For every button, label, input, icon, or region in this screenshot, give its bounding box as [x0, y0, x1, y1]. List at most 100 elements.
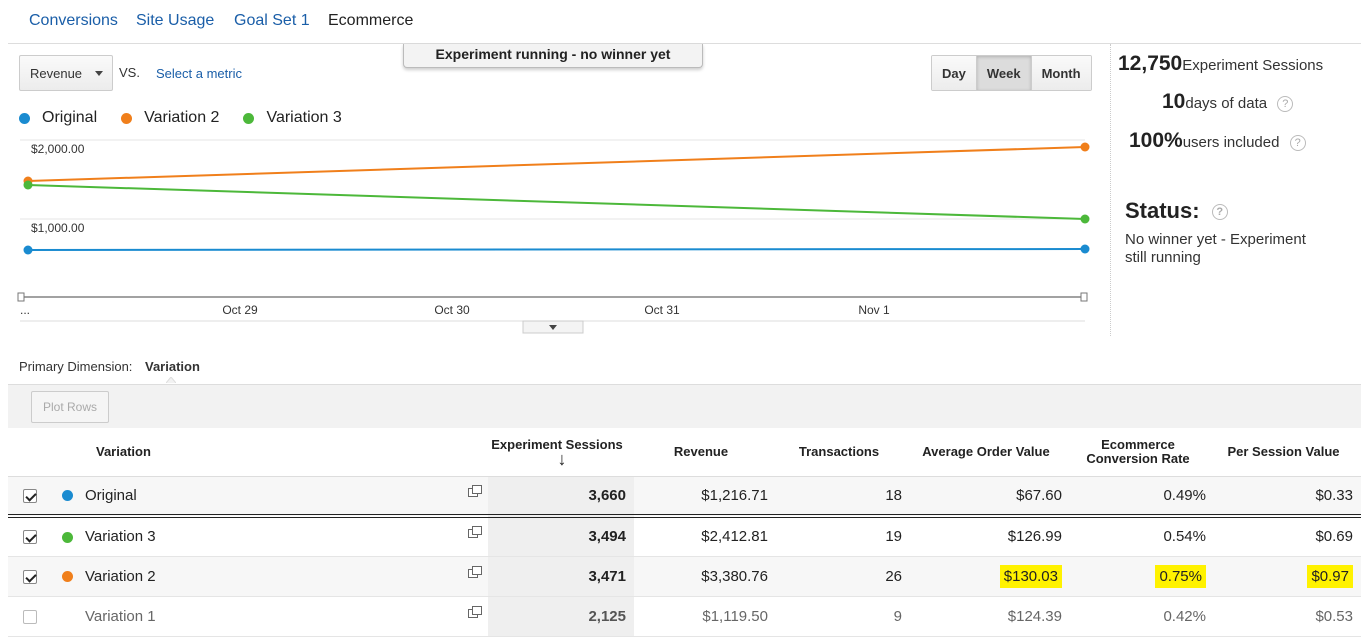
cell-ecr: 0.75%: [1070, 556, 1214, 597]
experiment-stats-panel: 12,750Experiment Sessions 10days of data…: [1110, 44, 1361, 336]
row-checkbox[interactable]: [23, 488, 37, 503]
header-variation[interactable]: Variation: [52, 428, 488, 477]
series-line: [27, 184, 1086, 220]
header-sessions[interactable]: Experiment Sessions ↓: [488, 428, 634, 477]
help-icon[interactable]: ?: [1289, 135, 1306, 152]
cell-transactions: 19: [776, 516, 910, 557]
plot-rows-button[interactable]: Plot Rows: [31, 391, 109, 423]
y-tick-label: $1,000.00: [31, 221, 85, 235]
sessions-count: 12,750: [1118, 52, 1183, 75]
users-percent: 100%: [1129, 129, 1183, 152]
x-tick-label: Nov 1: [858, 303, 890, 317]
variation-name: Variation 2: [85, 567, 156, 585]
users-stat: 100%users included ?: [1129, 129, 1306, 153]
metric-dropdown[interactable]: Revenue: [19, 55, 113, 91]
variation-name: Variation 3: [85, 528, 156, 546]
y-tick-label: $2,000.00: [31, 142, 85, 156]
cell-revenue: $1,216.71: [634, 476, 776, 518]
experiment-status-banner: Experiment running - no winner yet: [403, 44, 703, 68]
series-dot-icon: [62, 571, 73, 583]
data-point[interactable]: [1080, 142, 1090, 152]
period-day-button[interactable]: Day: [932, 56, 977, 90]
header-ecommerce-conversion-rate[interactable]: Ecommerce Conversion Rate: [1070, 428, 1214, 477]
cell-aov: $67.60: [910, 476, 1070, 518]
cell-ecr: 0.54%: [1070, 516, 1214, 557]
highlighted-value: 0.75%: [1155, 564, 1206, 588]
variations-table: Variation Experiment Sessions ↓ Revenue …: [8, 428, 1361, 637]
series-line: [27, 248, 1086, 251]
sessions-label: Experiment Sessions: [1182, 57, 1324, 74]
cell-transactions: 26: [776, 556, 910, 597]
x-tick-label: ...: [20, 303, 30, 317]
tab-site-usage[interactable]: Site Usage: [136, 12, 215, 29]
header-average-order-value[interactable]: Average Order Value: [910, 428, 1070, 477]
cell-ecr: 0.42%: [1070, 596, 1214, 637]
popout-icon[interactable]: [468, 605, 482, 618]
popout-icon[interactable]: [468, 526, 482, 539]
variation-name: Original: [85, 486, 137, 504]
table-row: Variation 2 3,471 $3,380.76 26 $130.03 0…: [8, 556, 1361, 597]
legend-item-variation-3: Variation 3: [243, 109, 342, 127]
days-stat: 10days of data ?: [1162, 90, 1294, 114]
series-dot-icon: [62, 531, 73, 543]
cell-aov: $124.39: [910, 596, 1070, 637]
days-count: 10: [1162, 90, 1186, 113]
line-chart: $2,000.00 $1,000.00 ... Oct 29 Oct 30 Oct 31…: [17, 139, 1090, 334]
row-checkbox[interactable]: [23, 569, 37, 584]
row-checkbox[interactable]: [23, 609, 37, 624]
cell-revenue: $1,119.50: [634, 596, 776, 637]
data-point[interactable]: [1080, 214, 1090, 224]
metric-dropdown-value: Revenue: [30, 66, 83, 81]
cell-sessions: 3,660: [488, 476, 634, 518]
vs-label: VS.: [119, 65, 140, 80]
highlighted-value: $130.03: [999, 564, 1062, 588]
chart-legend: Original Variation 2 Variation 3: [19, 109, 366, 127]
header-revenue[interactable]: Revenue: [634, 428, 776, 477]
x-tick-label: Oct 31: [644, 303, 680, 317]
cell-ecr: 0.49%: [1070, 476, 1214, 518]
header-transactions[interactable]: Transactions: [776, 428, 910, 477]
data-point[interactable]: [1080, 244, 1090, 254]
cell-sessions: 3,494: [488, 516, 634, 557]
data-point[interactable]: [23, 180, 33, 190]
popout-icon[interactable]: [468, 484, 482, 497]
table-row: Variation 1 2,125 $1,119.50 9 $124.39 0.…: [8, 596, 1361, 637]
series-dot-icon: [62, 490, 73, 502]
period-week-button[interactable]: Week: [976, 56, 1032, 90]
x-tick-label: Oct 29: [222, 303, 258, 317]
cell-psv: $0.69: [1214, 516, 1361, 557]
data-point[interactable]: [23, 245, 33, 255]
highlighted-value: $0.97: [1307, 564, 1353, 588]
legend-item-variation-2: Variation 2: [121, 109, 219, 127]
tab-conversions[interactable]: Conversions: [29, 12, 118, 29]
status-title-text: Status:: [1125, 198, 1200, 223]
period-month-button[interactable]: Month: [1031, 56, 1091, 90]
users-label: users included: [1182, 134, 1280, 151]
legend-item-original: Original: [19, 109, 97, 127]
tab-ecommerce[interactable]: Ecommerce: [328, 12, 414, 29]
table-row: Original 3,660 $1,216.71 18 $67.60 0.49%…: [8, 476, 1361, 518]
popout-icon[interactable]: [468, 565, 482, 578]
legend-label: Variation 2: [144, 109, 220, 126]
select-metric-link[interactable]: Select a metric: [156, 66, 242, 81]
cell-aov: $130.03: [910, 556, 1070, 597]
legend-label: Original: [42, 109, 98, 126]
legend-dot-icon: [121, 112, 133, 124]
help-icon[interactable]: ?: [1211, 204, 1228, 221]
range-handle-icon[interactable]: [17, 292, 25, 302]
primary-dimension-label: Primary Dimension:: [19, 359, 133, 374]
sessions-stat: 12,750Experiment Sessions: [1118, 52, 1323, 76]
chevron-down-icon: [95, 71, 103, 76]
tab-goal-set-1[interactable]: Goal Set 1: [234, 12, 310, 29]
cell-revenue: $2,412.81: [634, 516, 776, 557]
row-checkbox[interactable]: [23, 530, 37, 545]
header-per-session-value[interactable]: Per Session Value: [1214, 428, 1361, 477]
primary-dimension-value[interactable]: Variation: [145, 359, 200, 374]
period-toggle: Day Week Month: [931, 55, 1092, 91]
range-handle-icon[interactable]: [1080, 292, 1088, 302]
series-dot-icon: [62, 611, 73, 622]
legend-dot-icon: [19, 112, 30, 124]
help-icon[interactable]: ?: [1277, 96, 1294, 113]
days-label: days of data: [1185, 95, 1268, 112]
status-heading: Status: ?: [1125, 198, 1228, 224]
